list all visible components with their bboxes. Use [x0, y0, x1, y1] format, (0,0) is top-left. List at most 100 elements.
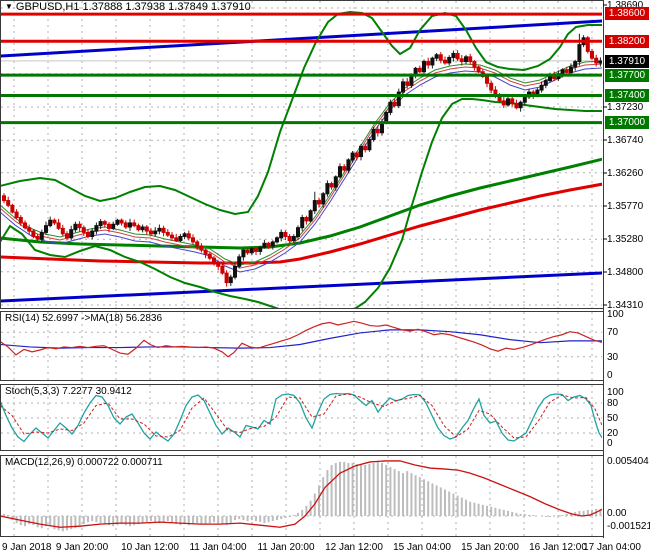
candle-bear — [590, 50, 594, 59]
candle-bear — [405, 81, 410, 86]
candle-bear — [417, 67, 422, 73]
candle-bull — [401, 81, 405, 93]
candle-bull — [291, 235, 296, 242]
candle-bull — [157, 227, 162, 232]
candle-bull — [447, 57, 452, 64]
candle-bear — [52, 219, 57, 224]
price-badge-price: 1.37910 — [605, 55, 649, 68]
candle-bear — [6, 200, 11, 206]
candle-bull — [333, 176, 338, 188]
candle-bull — [270, 241, 275, 247]
candle-bull — [518, 101, 523, 109]
candle-bear — [485, 75, 489, 84]
candle-bear — [65, 233, 69, 239]
candle-bear — [501, 100, 506, 106]
candle-bear — [161, 227, 166, 233]
candle-bear — [220, 265, 225, 274]
stoch-scale-label: 100 — [607, 387, 624, 398]
price-badge-resistance: 1.38600 — [605, 7, 649, 20]
macd-signal-line — [1, 460, 602, 528]
stoch-indicator-label: Stoch(5,3,3) 7.2277 30.9412 — [5, 386, 132, 397]
candle-bear — [14, 211, 19, 219]
candle-bull — [434, 54, 439, 59]
candle-bear — [510, 98, 515, 105]
stoch-scale-label: 80 — [607, 398, 619, 409]
candle-bull — [325, 183, 330, 195]
candle-bull — [233, 265, 237, 278]
candle-bear — [476, 66, 481, 73]
candle-bear — [27, 227, 32, 232]
candle-bull — [506, 98, 510, 106]
candle-bull — [39, 231, 44, 240]
candle-bull — [111, 223, 116, 229]
price-badge-support: 1.37000 — [605, 116, 649, 129]
candle-bull — [384, 111, 389, 124]
time-axis-label: 15 Jan 04:00 — [393, 542, 451, 553]
price-axis-label: 1.36260 — [607, 168, 644, 179]
candle-bear — [35, 235, 40, 240]
rsi-scale-label: 0 — [607, 370, 613, 381]
symbol-dropdown-icon[interactable]: ▼ — [5, 2, 13, 11]
candle-bull — [569, 66, 573, 73]
candle-bear — [81, 227, 86, 233]
candle-bear — [174, 237, 179, 242]
bollinger-lower-line — [1, 98, 602, 308]
candle-bear — [186, 233, 191, 239]
candle-bear — [107, 223, 111, 229]
price-axis-label: 1.34310 — [607, 300, 644, 311]
candle-bear — [212, 257, 216, 263]
time-axis-label: 11 Jan 04:00 — [189, 542, 247, 553]
candle-bear — [472, 61, 477, 68]
stoch-scale-label: 50 — [607, 413, 619, 424]
candle-bear — [426, 61, 431, 66]
candle-bull — [338, 166, 342, 178]
stoch-scale-label: 20 — [607, 428, 619, 439]
macd-scale-label: -0.001521 — [607, 521, 650, 532]
candle-bear — [23, 222, 27, 229]
time-axis-label: 17 Jan 04:00 — [583, 542, 641, 553]
candle-bear — [77, 223, 82, 229]
macd-scale-label: 0.005404 — [607, 456, 649, 467]
main-panel — [1, 1, 602, 308]
candle-bear — [195, 241, 200, 247]
candle-bear — [438, 54, 443, 61]
candle-bull — [73, 223, 78, 231]
candle-bear — [10, 204, 15, 213]
stoch-d-line — [1, 393, 602, 439]
candle-bear — [18, 217, 23, 224]
candle-bear — [266, 242, 271, 247]
candle-bull — [69, 229, 74, 239]
candle-bull — [115, 219, 120, 225]
time-axis-label: 16 Jan 12:00 — [529, 542, 587, 553]
candle-bull — [451, 52, 456, 59]
candle-bear — [329, 183, 334, 188]
candle-bull — [409, 74, 414, 86]
candle-bear — [119, 219, 124, 224]
candle-bear — [86, 231, 90, 237]
candle-bull — [279, 231, 284, 239]
candle-bear — [203, 249, 208, 255]
candle-bear — [443, 59, 447, 64]
candle-bear — [31, 230, 36, 237]
candle-bull — [182, 233, 187, 237]
candle-bear — [224, 272, 229, 284]
time-axis-label: 12 Jan 12:00 — [325, 542, 383, 553]
candle-bear — [354, 152, 359, 157]
price-badge-support: 1.37400 — [605, 89, 649, 102]
candle-bear — [585, 37, 590, 52]
candle-bear — [123, 222, 128, 228]
candle-bear — [254, 248, 258, 252]
candle-bear — [375, 128, 380, 134]
candle-bull — [422, 61, 426, 73]
channel-upper-trendline — [1, 19, 602, 58]
candle-bull — [464, 56, 468, 63]
macd-scale-label: 0.00 — [607, 508, 627, 519]
candle-bull — [140, 226, 145, 231]
price-badge-resistance: 1.38200 — [605, 35, 649, 48]
candle-bull — [560, 69, 565, 75]
candle-bull — [350, 152, 355, 161]
candle-bear — [287, 235, 292, 242]
symbol-ohlc-text: GBPUSD,H1 1.37888 1.37938 1.37849 1.3791… — [15, 1, 251, 13]
